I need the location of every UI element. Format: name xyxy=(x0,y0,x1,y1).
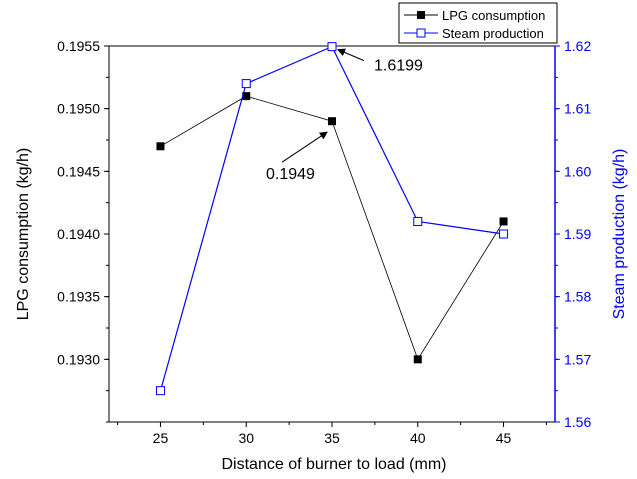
y-left-tick-label: 0.1945 xyxy=(57,163,100,179)
y-left-tick-label: 0.1950 xyxy=(57,101,100,117)
x-tick-label: 45 xyxy=(496,430,512,446)
y-right-tick-label: 1.61 xyxy=(564,101,591,117)
data-point-lpg xyxy=(156,142,165,151)
y-right-tick-label: 1.58 xyxy=(564,289,591,305)
legend-label: Steam production xyxy=(442,26,544,41)
x-tick-label: 30 xyxy=(238,430,254,446)
y-left-tick-label: 0.1955 xyxy=(57,38,100,54)
data-point-lpg xyxy=(499,217,508,226)
data-point-steam xyxy=(241,79,251,89)
y-right-tick-label: 1.56 xyxy=(564,414,591,430)
y-right-tick-label: 1.59 xyxy=(564,226,591,242)
y-right-tick-label: 1.60 xyxy=(564,163,591,179)
x-axis-title: Distance of burner to load (mm) xyxy=(222,456,447,473)
y-left-tick-label: 0.1935 xyxy=(57,289,100,305)
data-point-steam xyxy=(499,229,509,239)
annotation-label: 1.6199 xyxy=(374,58,423,75)
data-point-lpg xyxy=(413,355,422,364)
legend-marker xyxy=(417,11,425,19)
data-point-steam xyxy=(413,216,423,226)
annotation-arrow xyxy=(281,131,328,163)
series-line-steam xyxy=(159,45,504,391)
x-tick-label: 25 xyxy=(153,430,169,446)
y-right-tick-label: 1.57 xyxy=(564,351,591,367)
data-point-steam xyxy=(327,42,337,52)
y-left-tick-label: 0.1930 xyxy=(57,351,100,367)
annotations: 1.6199 0.1949 xyxy=(266,48,423,183)
y-right-tick-label: 1.62 xyxy=(564,38,591,54)
data-point-lpg xyxy=(328,117,336,126)
annotation-label: 0.1949 xyxy=(266,166,315,183)
x-tick-label: 40 xyxy=(410,430,426,446)
y-left-axis-title: LPG consumption (kg/h) xyxy=(15,148,32,321)
axes: 25 30 35 40 45 0.1930 0.1935 0.1940 0.1945 0.1950… xyxy=(15,38,628,473)
data-point-lpg xyxy=(242,92,251,101)
legend: LPG consumption Steam production xyxy=(398,2,558,44)
legend-label: LPG consumption xyxy=(442,8,545,23)
series-line-lpg xyxy=(160,95,504,361)
y-left-tick-label: 0.1940 xyxy=(57,226,100,242)
legend-marker xyxy=(416,28,426,38)
annotation-arrow xyxy=(337,48,365,62)
x-tick-label: 35 xyxy=(324,430,340,446)
data-point-steam xyxy=(155,386,165,396)
y-right-axis-title: Steam production (kg/h) xyxy=(611,149,628,320)
series xyxy=(155,42,509,396)
